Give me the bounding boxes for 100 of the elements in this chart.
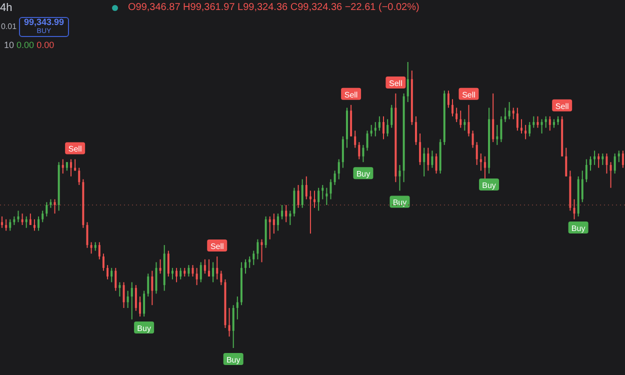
candlestick [309,190,312,234]
text: O99,346.87 H99,361.97 L99,324.36 C99,324.36 −22.61 (−0.02%) [128,2,420,13]
candlestick [318,187,320,212]
candlestick [390,104,393,128]
candlestick [524,124,527,140]
candlestick [151,270,154,306]
candlestick [46,202,48,217]
candlestick [130,282,133,320]
candlestick [196,267,198,286]
candlestick [276,213,279,232]
candlestick [305,176,308,200]
text: 10 [4,40,14,50]
candlestick [159,258,162,274]
candlestick [614,153,616,174]
candlestick [565,147,568,177]
candlestick [5,218,8,232]
text: 0.00 [16,40,34,50]
candlestick [126,290,129,308]
candlestick [366,130,368,152]
candlestick [114,267,117,292]
candlestick [610,162,612,188]
candlestick [244,258,247,274]
candlestick [452,98,454,117]
candlestick [386,118,389,137]
candlestick [512,107,514,120]
candlestick [272,213,275,234]
text: Buy [137,324,151,334]
candlestick [589,156,592,172]
candlestick [134,284,137,312]
candlestick [435,153,438,174]
candlestick [431,150,434,168]
text: Buy [482,181,496,190]
candlestick [98,242,100,260]
candlestick [326,187,328,206]
candlestick [204,258,206,274]
candlestick [414,116,417,146]
candlestick [62,158,64,174]
candlestick [9,218,12,232]
candlestick [38,216,40,232]
candlestick [330,178,332,200]
candlestick [118,282,121,298]
candlestick [110,267,113,283]
candlestick [155,262,158,294]
candlestick [423,147,426,177]
candlestick [468,104,470,137]
candlestick [297,184,300,208]
candlestick [447,90,450,108]
candlestick [548,116,551,132]
candlestick [285,204,288,223]
candlestick [33,218,36,232]
candlestick [180,267,182,280]
candlestick [143,290,146,318]
candlestick [220,270,222,286]
candlestick [544,116,547,128]
candlestick [236,296,238,320]
candlestick [54,198,56,214]
candlestick [476,142,478,166]
candlestick [293,187,296,217]
candlestick [188,264,190,277]
candlestick [342,136,344,168]
candlestick [516,107,518,132]
text: Sell [210,242,224,251]
candlestick [86,222,88,248]
candlestick [139,296,141,318]
candlestick [358,142,360,160]
candlestick [90,242,92,254]
candlestick [622,150,624,168]
text: 0.00 [36,40,54,50]
candlestick [606,153,608,174]
text: Sell [555,102,569,111]
candlestick [122,282,125,308]
candlestick [370,124,372,137]
chart-title: 4h [0,2,12,14]
candlestick [338,158,340,180]
candlestick [398,164,401,192]
candlestick [42,210,44,223]
candlestick [508,102,510,120]
candlestick [540,118,543,134]
candlestick [281,204,284,220]
text: Buy [226,356,240,364]
candlestick [500,116,502,143]
candlestick [581,170,584,203]
candlestick [252,250,255,266]
candlestick [301,178,304,208]
text: Sell [344,90,358,100]
candlestick [102,253,104,272]
candlestick [573,198,576,220]
candlestick [427,147,430,172]
candlestick [167,250,170,277]
candlestick [228,307,230,338]
candlestick [406,62,409,103]
candlestick [382,116,385,140]
candlestick [176,267,178,283]
candlestick [536,116,539,128]
text: Sell [389,78,402,88]
candlestick [17,210,20,223]
candlestick [618,150,620,163]
candlestick [216,256,218,280]
candlestick [585,158,588,183]
candlestick [192,264,194,277]
